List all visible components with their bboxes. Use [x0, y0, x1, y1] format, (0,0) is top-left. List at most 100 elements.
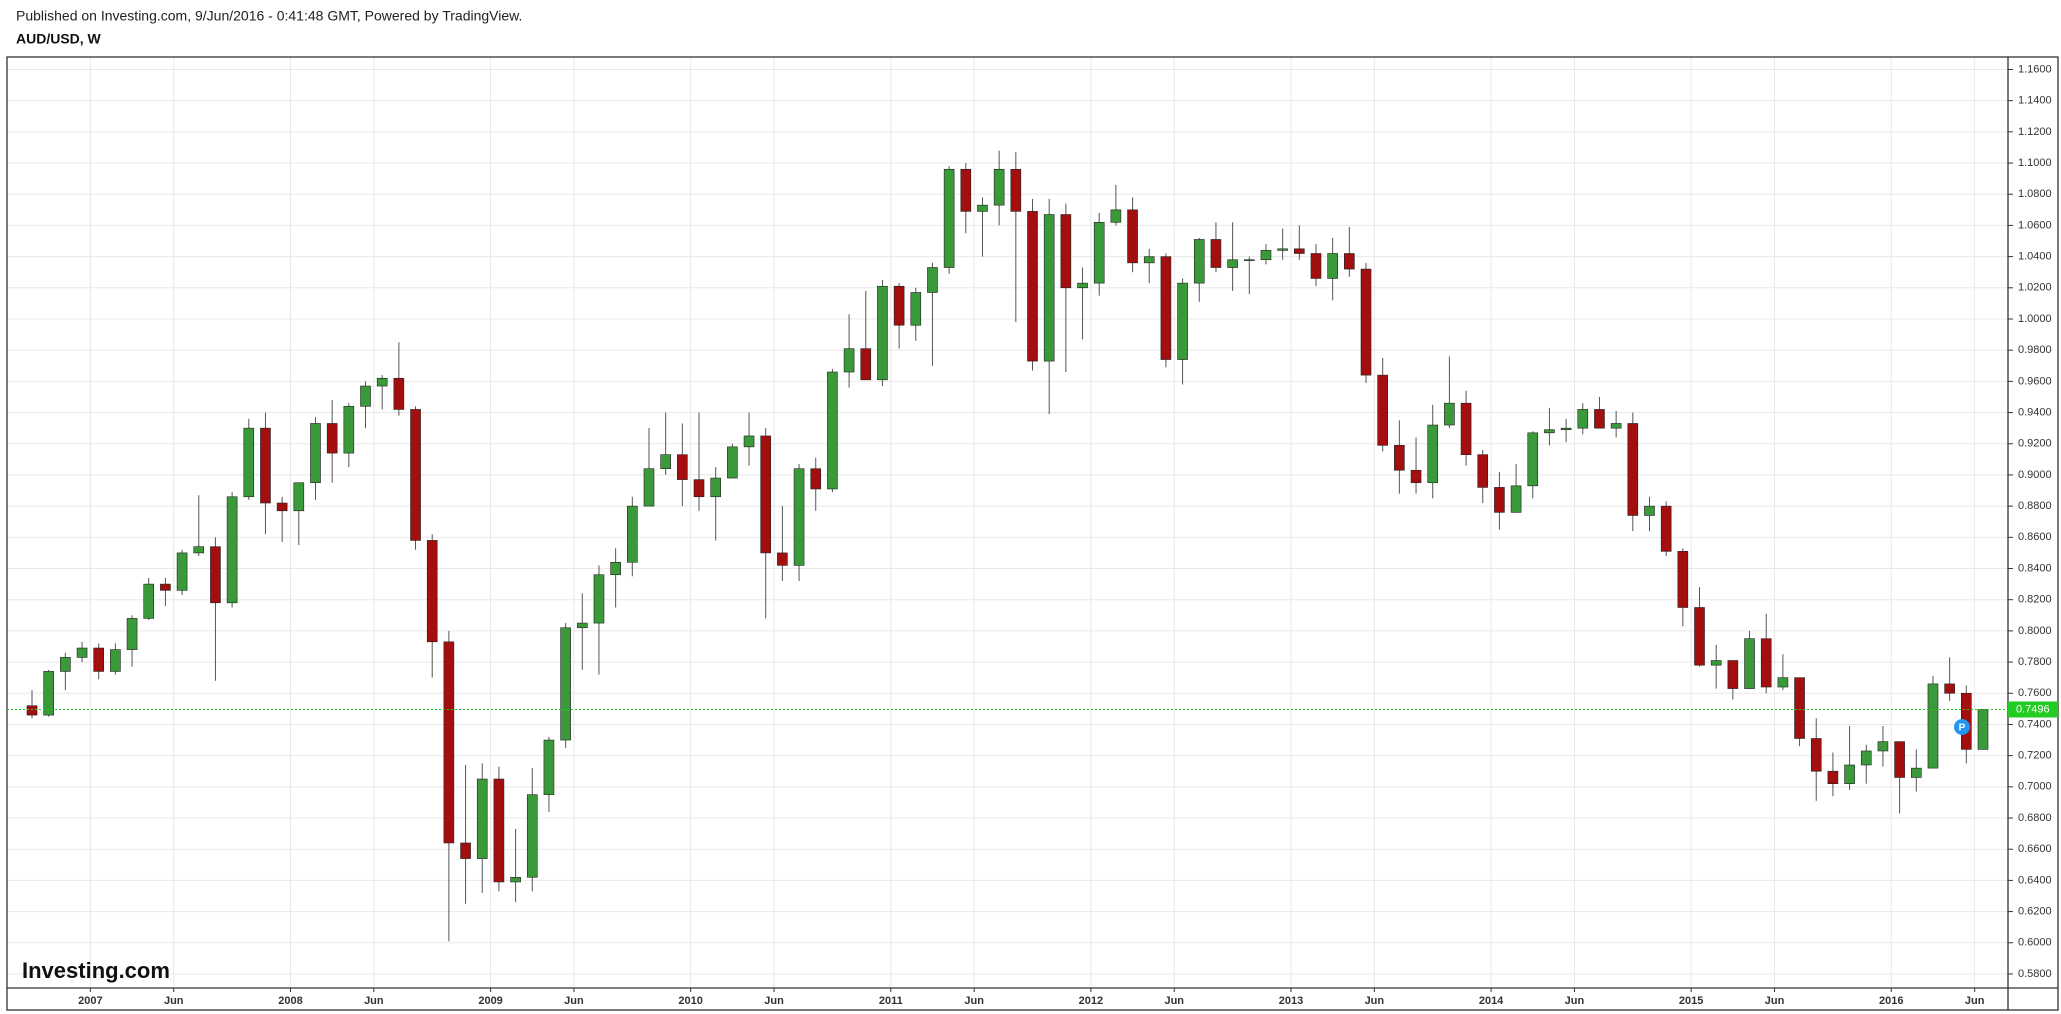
candle-body	[526, 794, 538, 878]
candle-body	[810, 468, 822, 490]
candle-body	[76, 647, 88, 658]
candle-body	[877, 285, 888, 381]
candle-body	[1460, 402, 1472, 455]
x-tick-label: 2010	[678, 995, 702, 1007]
frame	[6, 56, 2059, 1011]
x-tick-label: 2009	[478, 995, 502, 1007]
candle-body	[1844, 764, 1855, 785]
y-tick-label: 0.6800	[2018, 812, 2052, 824]
y-tick-label: 0.9400	[2018, 406, 2052, 418]
candle-body	[1410, 469, 1422, 484]
y-tick-label: 0.7000	[2018, 781, 2052, 793]
candle-body	[1143, 256, 1155, 264]
y-tick-label: 0.8600	[2018, 531, 2052, 543]
y-tick-label: 0.7400	[2018, 718, 2052, 730]
candle-body	[310, 423, 321, 484]
candle-body	[110, 649, 121, 672]
candle-body	[393, 377, 405, 410]
candle-body	[1060, 214, 1072, 289]
x-tick-label: 2012	[1079, 995, 1103, 1007]
candle-body	[1310, 253, 1322, 279]
x-tick-label: Jun	[1765, 995, 1785, 1007]
candle-body	[960, 168, 972, 212]
candle-body	[1344, 253, 1355, 270]
candle-body	[1877, 741, 1889, 752]
candle-body	[1894, 741, 1905, 778]
y-tick-label: 0.6200	[2018, 905, 2052, 917]
candle-body	[1227, 259, 1238, 268]
x-tick-label: 2008	[278, 995, 302, 1007]
y-tick-label: 0.8200	[2018, 594, 2052, 606]
candle-body	[1027, 211, 1038, 362]
candle-body	[160, 583, 171, 591]
candle-body	[343, 406, 355, 454]
candle-body	[1294, 248, 1305, 254]
candle-body	[1127, 209, 1138, 264]
candle-body	[910, 292, 922, 326]
candle-body	[126, 618, 138, 650]
x-tick-label: 2007	[78, 995, 102, 1007]
candle-body	[660, 454, 671, 469]
candle-body	[643, 468, 655, 507]
candle-body	[1944, 683, 1955, 694]
candle-body	[1193, 239, 1205, 284]
y-tick-label: 0.7200	[2018, 750, 2052, 762]
candle-body	[576, 622, 588, 629]
candle-body	[977, 204, 988, 212]
y-tick-label: 0.9200	[2018, 438, 2052, 450]
watermark: Investing.com	[22, 958, 170, 983]
candle-body	[1794, 677, 1805, 739]
y-tick-label: 0.5800	[2018, 968, 2052, 980]
y-tick-label: 0.6400	[2018, 874, 2052, 886]
p-badge: P	[1954, 719, 1970, 735]
candle-body	[760, 435, 772, 554]
candle-body	[1527, 432, 1539, 487]
candle-body	[93, 647, 105, 672]
candle-body	[476, 778, 488, 859]
candle-body	[376, 377, 388, 387]
candle-body	[1110, 209, 1122, 223]
candle-body	[1010, 168, 1022, 212]
candle-body	[1810, 738, 1822, 772]
candle-body	[426, 540, 438, 643]
candle-body	[1377, 374, 1388, 446]
y-tick-label: 1.1400	[2018, 95, 2052, 107]
candle-body	[893, 285, 905, 326]
candle-body	[1910, 767, 1922, 778]
y-tick-label: 0.6000	[2018, 937, 2052, 949]
candle-body	[1577, 409, 1589, 429]
x-tick-label: 2015	[1679, 995, 1703, 1007]
x-tick-label: Jun	[564, 995, 584, 1007]
candle-body	[927, 267, 938, 293]
candle-body	[43, 671, 54, 716]
chart-title: AUD/USD, W	[16, 31, 102, 47]
candle-body	[226, 496, 238, 604]
candle-body	[1243, 259, 1255, 262]
y-tick-label: 1.0400	[2018, 251, 2052, 263]
candle-body	[1544, 429, 1555, 434]
candle-body	[1977, 709, 1989, 750]
candle-body	[1277, 248, 1288, 251]
candle-body	[1210, 239, 1222, 268]
grid	[7, 57, 2008, 988]
candle-body	[260, 427, 271, 504]
y-tick-label: 0.8400	[2018, 562, 2052, 574]
x-tick-label: Jun	[964, 995, 984, 1007]
candle-body	[1360, 268, 1372, 376]
x-tick-label: 2014	[1479, 995, 1504, 1007]
candle-body	[460, 842, 471, 859]
candle-body	[593, 574, 605, 624]
candle-body	[560, 627, 571, 741]
candle-body	[1660, 505, 1672, 552]
price-label: 0.7496	[2016, 703, 2050, 715]
candle-body	[293, 482, 305, 512]
candle-body	[993, 168, 1005, 206]
candle-body	[1644, 505, 1655, 516]
candle-body	[1427, 424, 1439, 484]
y-tick-label: 1.1600	[2018, 63, 2052, 75]
y-tick-label: 0.7600	[2018, 687, 2052, 699]
candle-body	[793, 468, 805, 566]
candle-body	[743, 435, 755, 448]
candle-body	[1594, 409, 1605, 429]
